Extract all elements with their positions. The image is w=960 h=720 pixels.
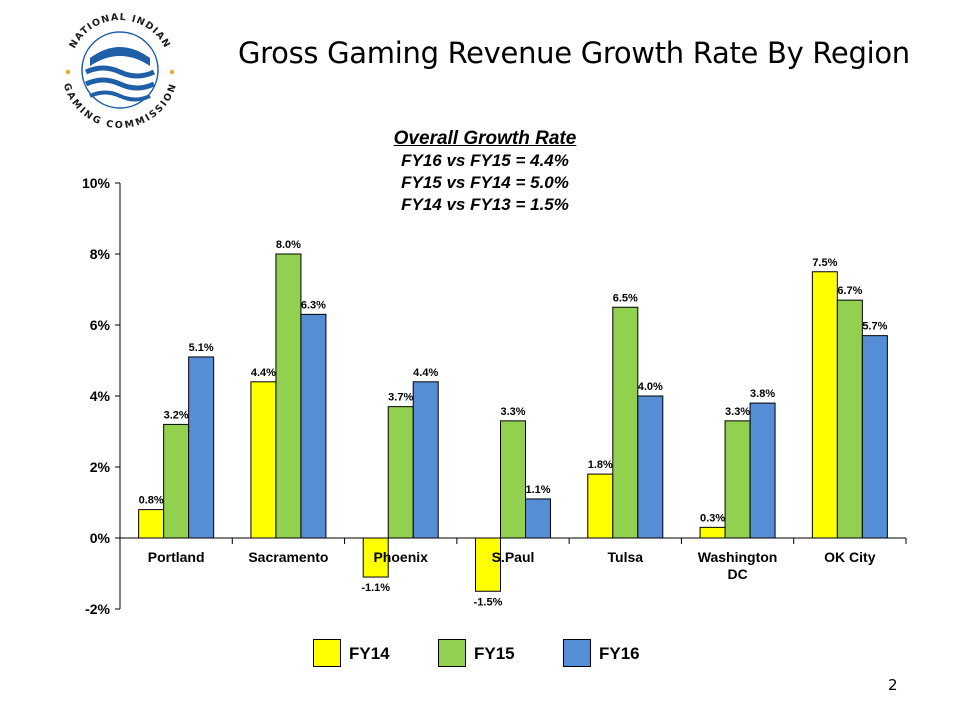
summary-line: FY16 vs FY15 = 4.4% bbox=[401, 151, 569, 170]
data-label: 5.1% bbox=[189, 342, 214, 354]
data-label: 0.8% bbox=[139, 495, 164, 507]
data-label: 3.8% bbox=[750, 388, 775, 400]
bar-fy14 bbox=[138, 509, 165, 539]
y-tick-label: 6% bbox=[90, 317, 111, 333]
category-label: Phoenix bbox=[373, 549, 428, 565]
legend-label: FY15 bbox=[474, 644, 515, 663]
data-label: 3.2% bbox=[164, 409, 189, 421]
data-label: 8.0% bbox=[276, 239, 301, 251]
data-label: -1.1% bbox=[361, 582, 390, 594]
data-label: 4.4% bbox=[413, 367, 438, 379]
bar-fy14 bbox=[587, 473, 614, 539]
legend-label: FY16 bbox=[599, 644, 640, 663]
bar-fy15 bbox=[836, 299, 863, 539]
bar-fy14 bbox=[362, 537, 389, 578]
bar-fy16 bbox=[300, 313, 327, 539]
data-label: 7.5% bbox=[812, 257, 837, 269]
data-label: 0.3% bbox=[700, 512, 725, 524]
bar-fy14 bbox=[699, 526, 726, 539]
y-tick-label: 0% bbox=[90, 530, 111, 546]
bar-fy16 bbox=[637, 395, 664, 539]
data-label: 6.3% bbox=[301, 299, 326, 311]
bar-fy15 bbox=[387, 406, 414, 539]
legend-swatch bbox=[438, 639, 466, 667]
category-label: S.Paul bbox=[492, 549, 535, 565]
legend-label: FY14 bbox=[349, 644, 390, 663]
data-label: 3.7% bbox=[388, 392, 413, 404]
nigc-logo: NATIONAL INDIAN GAMING COMMISSION bbox=[60, 12, 178, 132]
data-label: 5.7% bbox=[862, 321, 887, 333]
bar-fy14 bbox=[250, 381, 277, 539]
bar-fy14 bbox=[475, 537, 501, 592]
y-tick-label: 10% bbox=[82, 175, 111, 191]
category-label: Washington bbox=[698, 549, 778, 565]
data-label: 1.8% bbox=[588, 459, 613, 471]
data-label: 3.3% bbox=[500, 406, 525, 418]
overall-growth-summary: Overall Growth Rate FY16 vs FY15 = 4.4% … bbox=[360, 128, 610, 216]
slide-number: 2 bbox=[888, 676, 898, 694]
y-tick-label: 4% bbox=[90, 388, 111, 404]
bar-fy15 bbox=[163, 423, 190, 539]
bar-fy16 bbox=[861, 335, 888, 539]
bar-fy16 bbox=[412, 381, 439, 539]
data-label: 3.3% bbox=[725, 406, 750, 418]
bar-fy15 bbox=[500, 420, 526, 539]
legend-swatch bbox=[313, 639, 341, 667]
bar-fy15 bbox=[275, 253, 302, 539]
bar-fy16 bbox=[525, 498, 551, 539]
category-label: OK City bbox=[824, 549, 876, 565]
summary-heading: Overall Growth Rate bbox=[393, 128, 577, 149]
y-tick-label: -2% bbox=[85, 601, 110, 617]
legend-swatch bbox=[563, 639, 591, 667]
bar-fy15 bbox=[724, 420, 751, 539]
data-label: 6.7% bbox=[837, 285, 862, 297]
data-label: 4.4% bbox=[251, 367, 276, 379]
bar-fy16 bbox=[188, 356, 215, 539]
y-tick-label: 2% bbox=[90, 459, 111, 475]
data-label: -1.5% bbox=[474, 596, 503, 608]
category-label: DC bbox=[727, 566, 747, 582]
bar-fy16 bbox=[749, 402, 776, 539]
bar-fy15 bbox=[612, 306, 639, 539]
page-title: Gross Gaming Revenue Growth Rate By Regi… bbox=[238, 36, 910, 70]
category-label: Tulsa bbox=[608, 549, 644, 565]
category-label: Portland bbox=[148, 549, 205, 565]
category-label: Sacramento bbox=[248, 549, 328, 565]
bar-fy14 bbox=[811, 271, 838, 539]
y-tick-label: 8% bbox=[90, 246, 111, 262]
summary-line: FY14 vs FY13 = 1.5% bbox=[401, 195, 569, 214]
summary-line: FY15 vs FY14 = 5.0% bbox=[401, 173, 569, 192]
data-label: 6.5% bbox=[613, 292, 638, 304]
data-label: 1.1% bbox=[525, 484, 550, 496]
data-label: 4.0% bbox=[638, 381, 663, 393]
